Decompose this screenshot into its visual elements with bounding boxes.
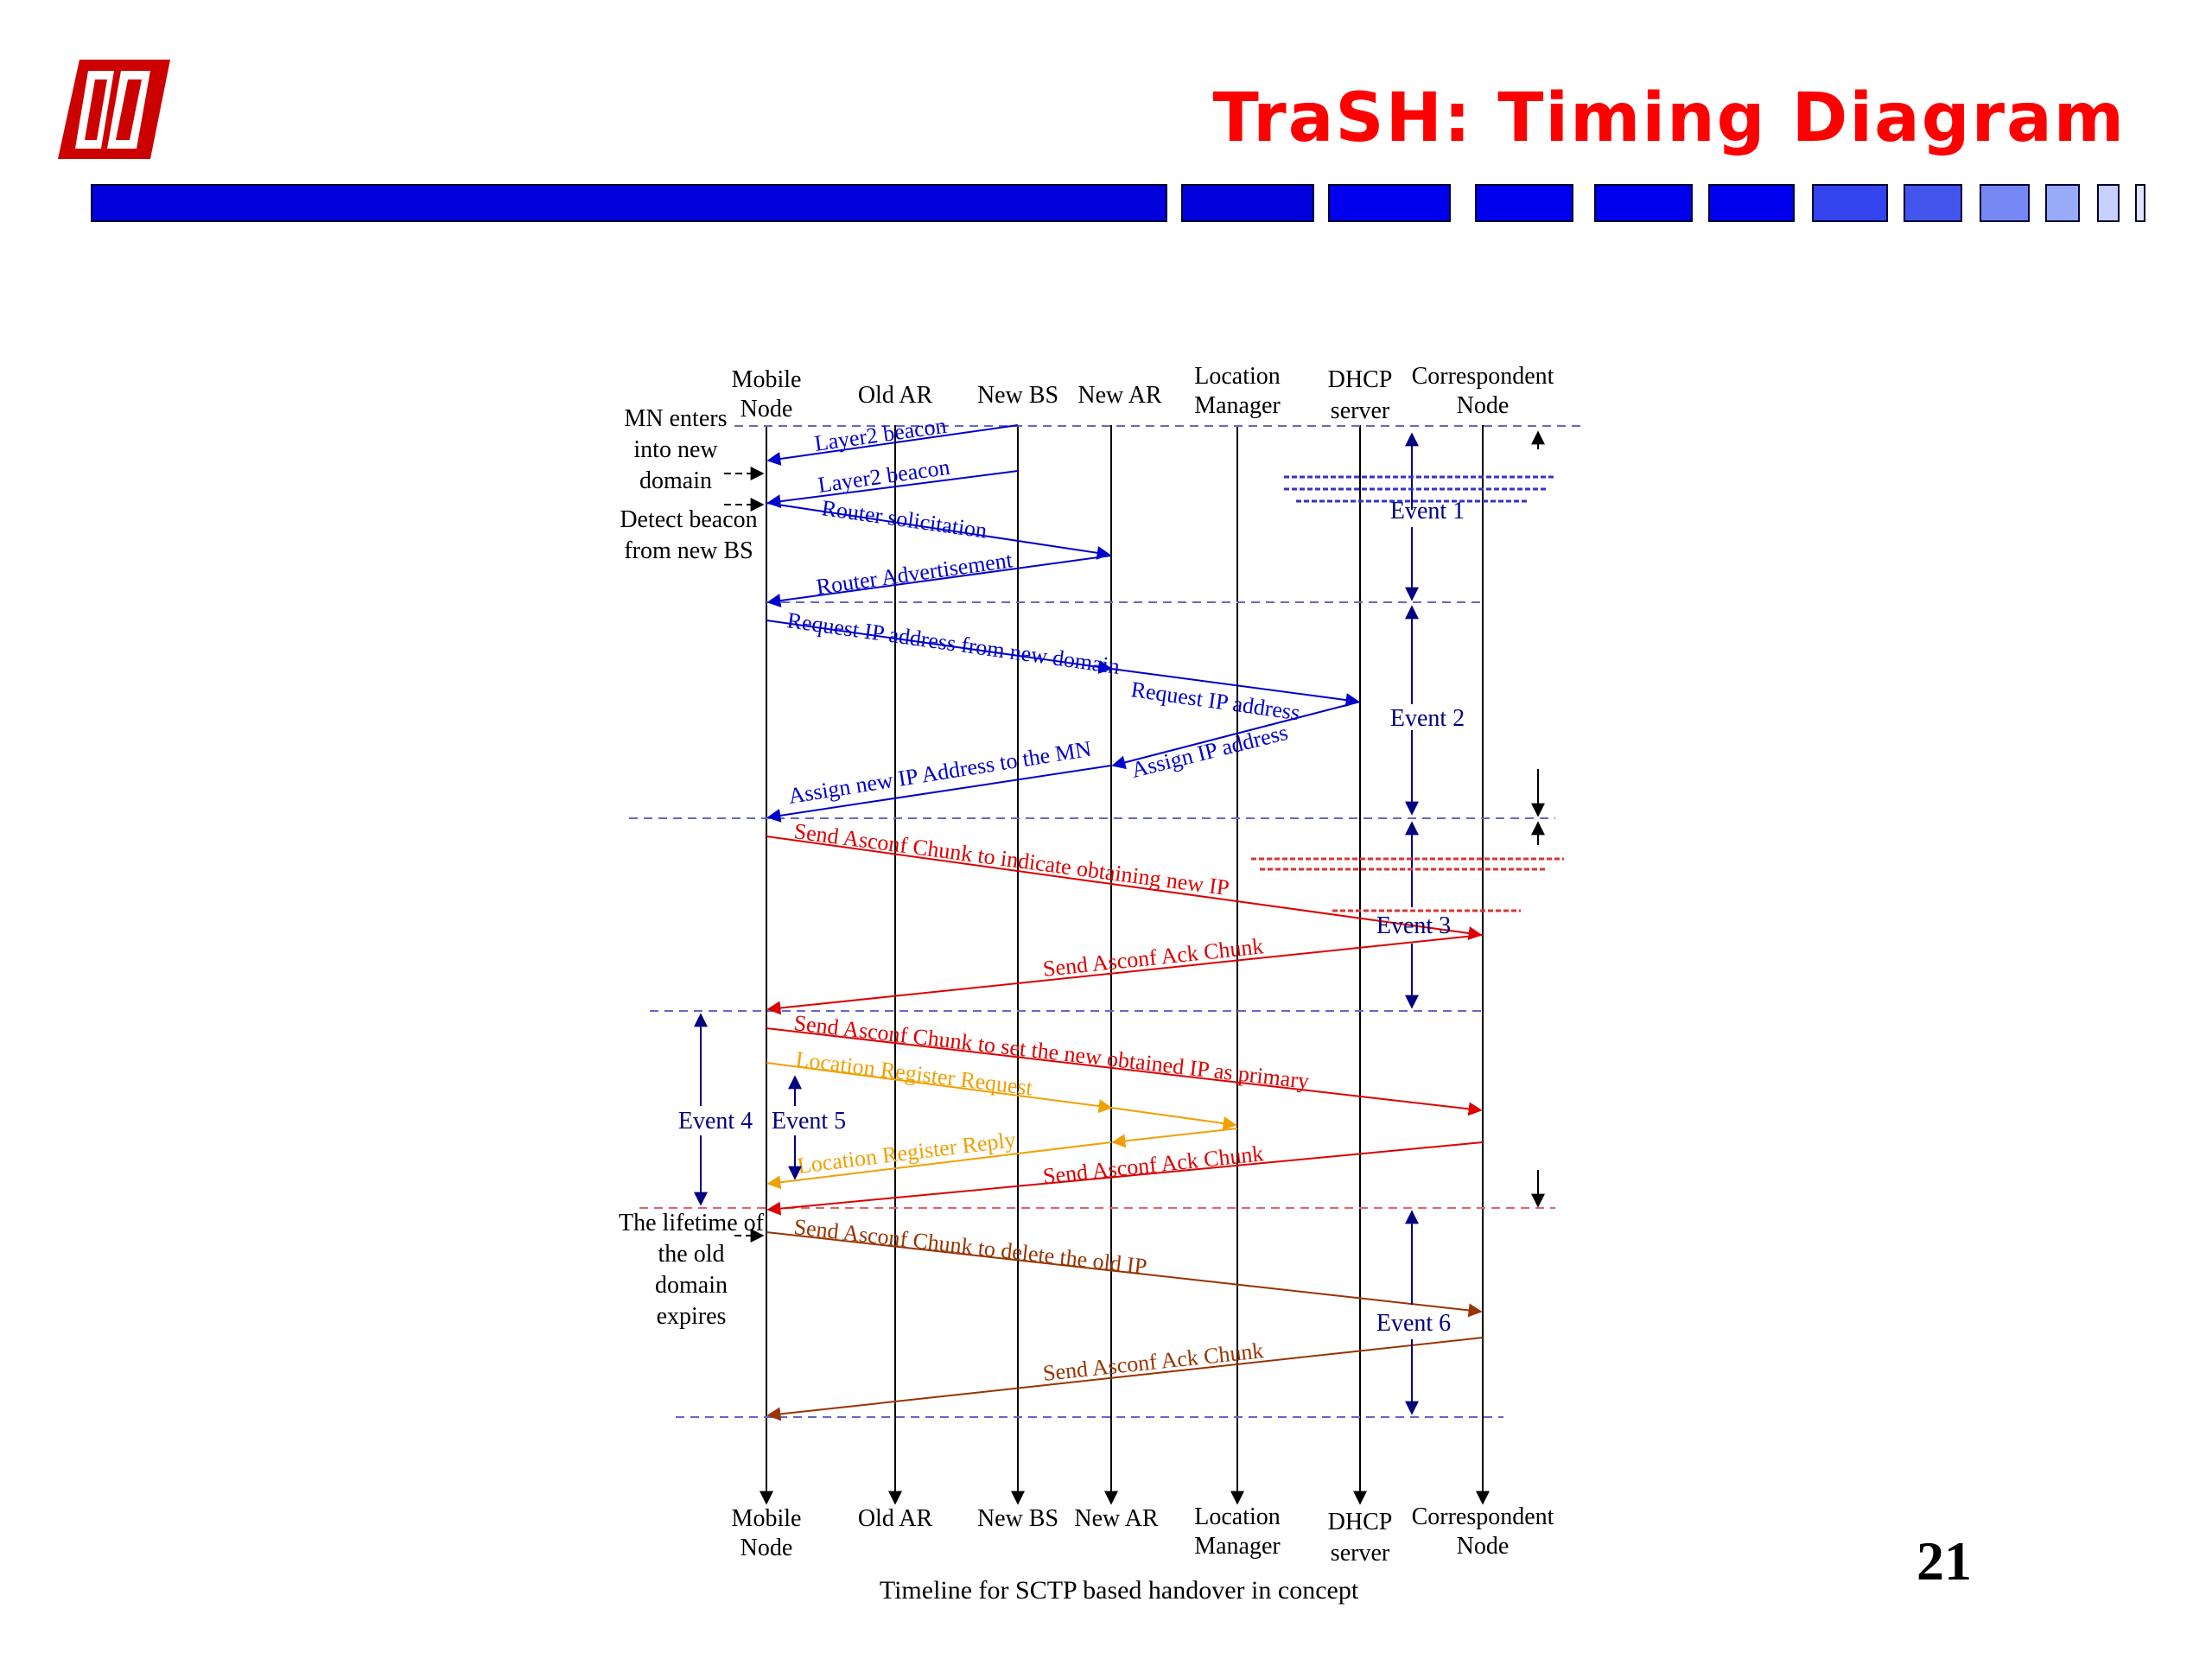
entity-label-dhcp-server: DHCP server (1328, 366, 1393, 424)
note-lifetime: The lifetime of the old domain expires (619, 1210, 765, 1330)
note-pointers (724, 467, 765, 1243)
note-mn-enters: MN enters into new domain (625, 405, 728, 494)
message-label-router-solicitation: Router solicitation (820, 495, 988, 543)
message-arrow-router-solicitation (766, 502, 1111, 560)
message-label-location-register-reply: Location Register Reply (796, 1127, 1017, 1179)
message-arrow-asconf-delete-old-ip (766, 1231, 1483, 1318)
message-arrow-asconf-set-primary (766, 1027, 1483, 1116)
overlapping-annotation-artifact-2 (1251, 857, 1564, 912)
message-arrow-request-ip-new-domain (766, 620, 1113, 674)
entity-label-correspondent-node: Correspondent Node (1412, 363, 1554, 419)
entity-labels-top: Mobile Node Old AR New BS New AR Location… (732, 363, 1554, 424)
message-arrow-location-register-reply-2 (766, 1141, 1112, 1190)
university-logo (58, 60, 170, 159)
entity-labels-bottom: Mobile Node Old AR New BS New AR Location… (732, 1503, 1554, 1567)
entity-label-correspondent-node-bottom: Correspondent Node (1412, 1503, 1554, 1560)
event-6-label: Event 6 (1376, 1310, 1451, 1337)
message-arrow-location-register-request-2 (1110, 1107, 1237, 1130)
message-label-layer2-beacon-2: Layer2 beacon (817, 454, 951, 498)
message-label-asconf-ack-3: Send Asconf Ack Chunk (1042, 1338, 1265, 1386)
message-arrow-assign-new-ip-to-mn (766, 765, 1112, 823)
event-2-label: Event 2 (1390, 705, 1465, 732)
entity-label-old-ar: Old AR (858, 382, 933, 409)
entity-label-new-bs: New BS (977, 382, 1058, 409)
messages: Layer2 beacon Layer2 beacon Router solic… (766, 413, 1484, 1421)
entity-label-mobile-node-bottom: Mobile Node (732, 1505, 802, 1561)
message-label-asconf-new-ip: Send Asconf Chunk to indicate obtaining … (792, 818, 1230, 900)
entity-label-new-ar: New AR (1077, 382, 1162, 409)
entity-label-location-manager-bottom: Location Manager (1194, 1503, 1281, 1560)
entity-label-new-ar-bottom: New AR (1074, 1505, 1159, 1532)
event-brackets (694, 430, 1545, 1415)
message-label-asconf-delete-old-ip: Send Asconf Chunk to delete the old IP (792, 1214, 1148, 1279)
message-label-request-ip-address: Request IP address (1129, 677, 1301, 725)
note-detect-beacon: Detect beacon from new BS (620, 506, 757, 564)
diagram-caption: Timeline for SCTP based handover in conc… (879, 1576, 1359, 1605)
message-label-asconf-set-primary: Send Asconf Chunk to set the new obtaine… (792, 1010, 1310, 1094)
message-arrow-layer2-beacon-2 (766, 470, 1019, 509)
header-bar (91, 184, 2145, 222)
page-number: 21 (1916, 1530, 1972, 1592)
overlapping-annotation-artifact-1 (1284, 475, 1555, 503)
header-bar-segments (91, 184, 2145, 222)
entity-label-location-manager: Location Manager (1194, 363, 1281, 419)
message-label-assign-new-ip-to-mn: Assign new IP Address to the MN (786, 736, 1093, 809)
message-arrow-location-register-reply (1111, 1128, 1238, 1148)
message-label-asconf-ack-1: Send Asconf Ack Chunk (1042, 933, 1265, 982)
entity-label-dhcp-server-bottom: DHCP server (1328, 1509, 1393, 1567)
message-arrow-router-advertisement (766, 555, 1112, 607)
event-4-label: Event 4 (678, 1108, 753, 1135)
message-arrow-layer2-beacon-1 (766, 424, 1019, 466)
message-label-asconf-ack-2: Send Asconf Ack Chunk (1042, 1141, 1265, 1189)
left-notes: MN enters into new domain Detect beacon fro… (619, 405, 765, 1330)
message-arrow-request-ip-address (1110, 668, 1360, 708)
message-arrow-location-register-request (766, 1062, 1113, 1114)
message-label-layer2-beacon-1: Layer2 beacon (813, 413, 948, 456)
message-arrow-asconf-new-ip (766, 836, 1483, 940)
message-arrow-asconf-ack-1 (766, 934, 1484, 1015)
message-arrow-asconf-ack-2 (766, 1141, 1484, 1216)
entity-label-mobile-node: Mobile Node (732, 366, 802, 423)
entity-label-old-ar-bottom: Old AR (858, 1505, 933, 1532)
message-arrow-asconf-ack-3 (766, 1337, 1484, 1421)
entity-label-new-bs-bottom: New BS (977, 1505, 1058, 1532)
lifelines (760, 425, 1490, 1505)
message-label-router-advertisement: Router Advertisement (815, 547, 1014, 600)
message-label-assign-ip-address: Assign IP address (1128, 720, 1290, 783)
message-label-request-ip-new-domain: Request IP address from new domain (785, 607, 1122, 679)
message-arrow-assign-ip-address (1111, 701, 1361, 770)
event-3-label: Event 3 (1376, 912, 1451, 939)
slide-title: TraSH: Timing Diagram (1212, 79, 2126, 157)
event-5-label: Event 5 (772, 1108, 846, 1135)
